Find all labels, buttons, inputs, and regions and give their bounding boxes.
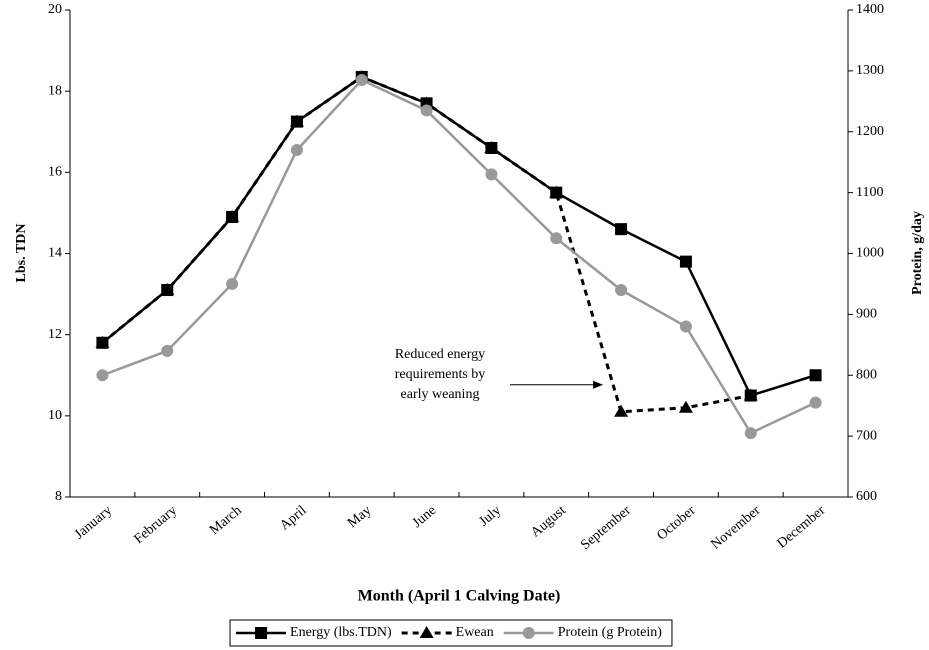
legend-label: Energy (lbs.TDN) <box>290 625 392 640</box>
marker <box>96 369 109 382</box>
annotation-arrowhead <box>593 380 604 389</box>
x-tick-label: July <box>477 503 505 529</box>
x-tick-label: December <box>775 503 829 552</box>
marker <box>355 74 368 87</box>
y2-tick-label: 1200 <box>856 124 884 139</box>
x-tick-label: November <box>708 503 763 553</box>
marker <box>550 232 563 245</box>
x-tick-label: August <box>528 503 569 541</box>
marker <box>809 396 822 409</box>
y-tick-label: 8 <box>55 489 62 504</box>
legend-label: Ewean <box>456 625 494 640</box>
x-tick-label: September <box>578 503 634 553</box>
marker <box>522 627 535 639</box>
x-tick-label: October <box>654 503 698 544</box>
series-line <box>101 75 816 398</box>
legend-label: Protein (g Protein) <box>558 625 663 640</box>
x-tick-label: February <box>132 503 180 547</box>
annotation-text: requirements by <box>395 367 486 382</box>
marker <box>809 369 822 382</box>
marker <box>226 277 239 290</box>
annotation-text: early weaning <box>401 387 480 402</box>
series-line <box>101 78 817 435</box>
x-tick-label: May <box>345 503 374 531</box>
y2-tick-label: 1300 <box>856 63 884 78</box>
y2-tick-label: 600 <box>856 489 877 504</box>
x-tick-label: June <box>410 503 439 531</box>
marker <box>290 115 303 128</box>
marker <box>678 400 693 413</box>
x-tick-label: March <box>207 503 245 538</box>
y-tick-label: 20 <box>48 2 62 17</box>
marker <box>96 336 109 349</box>
marker <box>614 404 629 417</box>
y-tick-label: 18 <box>48 83 62 98</box>
x-tick-label: January <box>72 503 115 542</box>
marker <box>485 141 498 154</box>
y2-tick-label: 1400 <box>856 2 884 17</box>
y-axis-label: Lbs. TDN <box>14 224 29 283</box>
y2-axis-label: Protein, g/day <box>910 211 925 295</box>
marker <box>679 320 692 333</box>
marker <box>550 186 563 199</box>
marker <box>420 104 433 117</box>
y-tick-label: 16 <box>48 165 62 180</box>
y2-tick-label: 900 <box>856 307 877 322</box>
marker <box>161 284 174 297</box>
marker <box>419 626 434 638</box>
y2-tick-label: 1100 <box>856 185 883 200</box>
y-tick-label: 10 <box>48 408 62 423</box>
marker <box>744 427 757 440</box>
x-tick-label: April <box>277 503 309 534</box>
marker <box>290 144 303 157</box>
marker <box>679 255 692 268</box>
legend: Energy (lbs.TDN) Ewean Protein (g Protein) <box>229 619 673 647</box>
marker <box>161 344 174 357</box>
marker <box>226 210 239 223</box>
marker <box>615 284 628 297</box>
y2-tick-label: 1000 <box>856 246 884 261</box>
annotation-text: Reduced energy <box>395 347 485 362</box>
y2-tick-label: 800 <box>856 367 877 382</box>
y2-tick-label: 700 <box>856 428 877 443</box>
y-tick-label: 12 <box>48 327 62 342</box>
x-axis-label: Month (April 1 Calving Date) <box>358 588 561 605</box>
marker <box>615 223 628 236</box>
marker <box>255 627 268 639</box>
y-tick-label: 14 <box>48 246 62 261</box>
marker <box>744 389 757 402</box>
marker <box>485 168 498 181</box>
